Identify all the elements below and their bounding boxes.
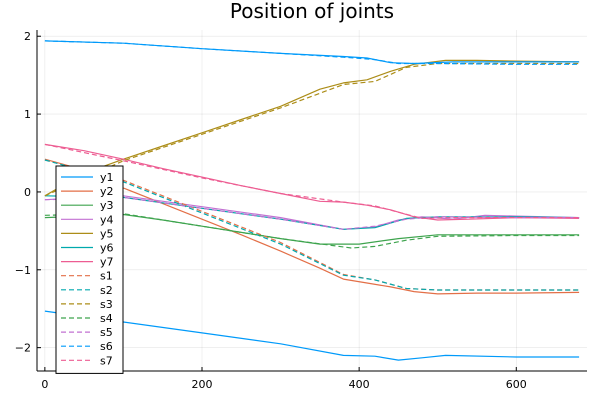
legend-box — [55, 165, 124, 374]
x-tick-label: 200 — [192, 378, 213, 391]
series-line-y3 — [44, 213, 580, 245]
series-line-s1 — [44, 159, 580, 291]
series-line-s4 — [44, 213, 580, 249]
legend-label-s4: s4 — [100, 312, 113, 325]
legend-label-y6: y6 — [100, 242, 114, 255]
series-line-unlabeled — [44, 40, 580, 65]
y-axis-ticks: −2 −1 0 1 2 — [15, 30, 41, 355]
legend-label-y2: y2 — [100, 185, 114, 198]
plot-frame — [36, 30, 587, 372]
legend-label-s1: s1 — [100, 270, 113, 283]
x-axis-ticks: 0 200 400 600 — [41, 367, 527, 391]
y-tick-label: −2 — [15, 342, 31, 355]
legend-label-y7: y7 — [100, 256, 114, 269]
legend-label-s6: s6 — [100, 340, 113, 353]
legend-label-y5: y5 — [100, 227, 114, 240]
series-line-s6 — [44, 40, 580, 65]
y-tick-label: 2 — [24, 30, 31, 43]
series-line-y2 — [44, 158, 580, 295]
y-tick-label: 1 — [24, 108, 31, 121]
series-line-s7 — [44, 143, 580, 219]
series-line-y5 — [44, 59, 580, 197]
legend-label-s7: s7 — [100, 354, 113, 367]
legend-label-s5: s5 — [100, 326, 113, 339]
legend-label-s3: s3 — [100, 298, 113, 311]
series-line-s3 — [44, 62, 580, 197]
legend-label-y3: y3 — [100, 199, 114, 212]
series-line-s2 — [44, 159, 580, 291]
legend-label-y4: y4 — [100, 213, 114, 226]
y-tick-label: −1 — [15, 264, 31, 277]
chart-title: Position of joints — [230, 0, 394, 23]
legend-label-s2: s2 — [100, 284, 113, 297]
series-lines — [44, 40, 580, 361]
series-line-y1 — [44, 310, 580, 361]
series-line-y7 — [44, 143, 580, 221]
series-line-s5 — [44, 196, 580, 230]
legend-label-y1: y1 — [100, 171, 114, 184]
y-tick-label: 0 — [24, 186, 31, 199]
x-tick-label: 600 — [506, 378, 527, 391]
series-line-y6 — [44, 195, 580, 230]
grid-lines — [37, 30, 587, 371]
x-tick-label: 0 — [41, 378, 48, 391]
x-tick-label: 400 — [349, 378, 370, 391]
